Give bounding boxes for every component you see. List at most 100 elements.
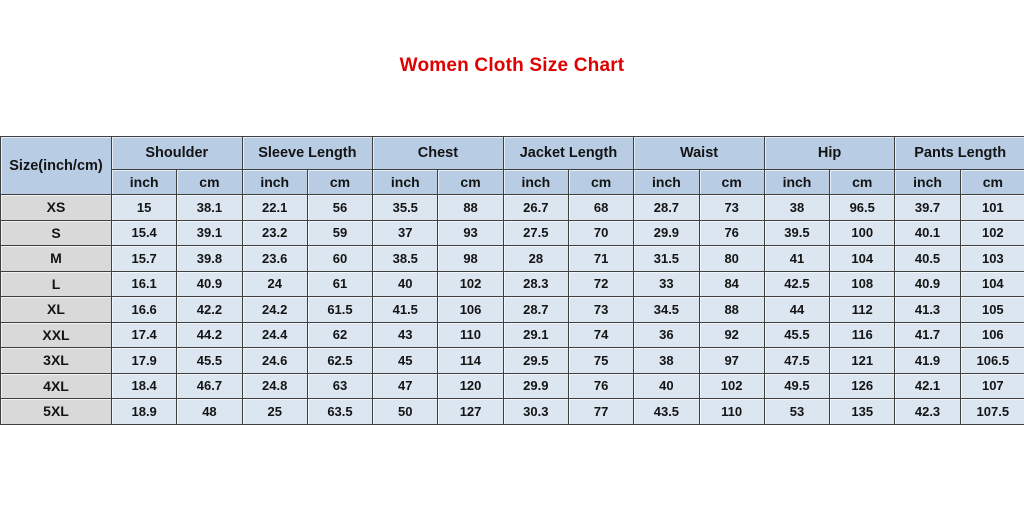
- value-cell: 103: [959, 245, 1024, 272]
- table-row-s: S 15.4 39.1 23.2 59 37 93 27.5 70 29.9 76 39.5 100 40…: [0, 219, 1024, 246]
- value-cell: 24.2: [241, 296, 308, 323]
- size-cell: 5XL: [0, 398, 112, 425]
- value-cell: 40: [633, 372, 700, 399]
- value-cell: 48: [176, 398, 243, 425]
- value-cell: 44: [763, 296, 831, 323]
- value-cell: 16.1: [110, 270, 178, 297]
- value-cell: 28.7: [633, 194, 700, 221]
- value-cell: 30.3: [502, 398, 569, 425]
- value-cell: 42.5: [763, 270, 831, 297]
- value-cell: 31.5: [633, 245, 700, 272]
- value-cell: 71: [567, 245, 635, 272]
- unit-header-cm: cm: [959, 169, 1024, 195]
- value-cell: 39.8: [176, 245, 243, 272]
- value-cell: 97: [698, 347, 765, 374]
- size-chart-table: Size(inch/cm) Shoulder Sleeve Length Chest…: [0, 136, 1024, 425]
- value-cell: 28: [502, 245, 569, 272]
- value-cell: 77: [567, 398, 635, 425]
- value-cell: 23.6: [241, 245, 308, 272]
- unit-header-cm: cm: [306, 169, 374, 195]
- table-header: Size(inch/cm) Shoulder Sleeve Length Chest…: [0, 136, 1024, 195]
- value-cell: 42.2: [176, 296, 243, 323]
- value-cell: 25: [241, 398, 308, 425]
- value-cell: 106: [959, 321, 1024, 348]
- value-cell: 43.5: [633, 398, 700, 425]
- value-cell: 60: [306, 245, 374, 272]
- value-cell: 50: [372, 398, 439, 425]
- value-cell: 24.8: [241, 372, 308, 399]
- value-cell: 39.1: [176, 219, 243, 246]
- unit-header-cm: cm: [567, 169, 635, 195]
- value-cell: 120: [437, 372, 504, 399]
- value-cell: 63: [306, 372, 374, 399]
- value-cell: 41.7: [894, 321, 961, 348]
- value-cell: 41.3: [894, 296, 961, 323]
- value-cell: 101: [959, 194, 1024, 221]
- value-cell: 41: [763, 245, 831, 272]
- value-cell: 39.7: [894, 194, 961, 221]
- value-cell: 47.5: [763, 347, 831, 374]
- group-header-chest: Chest: [372, 136, 504, 170]
- value-cell: 73: [567, 296, 635, 323]
- value-cell: 23.2: [241, 219, 308, 246]
- value-cell: 29.9: [633, 219, 700, 246]
- value-cell: 102: [437, 270, 504, 297]
- unit-header-inch: inch: [633, 169, 700, 195]
- value-cell: 22.1: [241, 194, 308, 221]
- value-cell: 107.5: [959, 398, 1024, 425]
- table-row-3xl: 3XL 17.9 45.5 24.6 62.5 45 114 29.5 75 38 97 47.5 12…: [0, 347, 1024, 374]
- value-cell: 53: [763, 398, 831, 425]
- value-cell: 45.5: [763, 321, 831, 348]
- value-cell: 76: [567, 372, 635, 399]
- value-cell: 27.5: [502, 219, 569, 246]
- value-cell: 72: [567, 270, 635, 297]
- table-row-l: L 16.1 40.9 24 61 40 102 28.3 72 33 84 42.5 108 40.9 1…: [0, 270, 1024, 297]
- corner-header: Size(inch/cm): [0, 136, 112, 195]
- value-cell: 18.4: [110, 372, 178, 399]
- value-cell: 80: [698, 245, 765, 272]
- value-cell: 18.9: [110, 398, 178, 425]
- size-cell: XL: [0, 296, 112, 323]
- value-cell: 40: [372, 270, 439, 297]
- size-cell: S: [0, 219, 112, 246]
- table-row-xl: XL 16.6 42.2 24.2 61.5 41.5 106 28.7 73 34.5 88 44 1…: [0, 296, 1024, 323]
- value-cell: 100: [829, 219, 896, 246]
- value-cell: 56: [306, 194, 374, 221]
- table-row-m: M 15.7 39.8 23.6 60 38.5 98 28 71 31.5 80 41 104 40.5…: [0, 245, 1024, 272]
- value-cell: 29.9: [502, 372, 569, 399]
- table-row-xxl: XXL 17.4 44.2 24.4 62 43 110 29.1 74 36 92 45.5 116 4…: [0, 321, 1024, 348]
- value-cell: 24.4: [241, 321, 308, 348]
- value-cell: 41.9: [894, 347, 961, 374]
- value-cell: 121: [829, 347, 896, 374]
- value-cell: 46.7: [176, 372, 243, 399]
- value-cell: 38: [633, 347, 700, 374]
- value-cell: 88: [698, 296, 765, 323]
- value-cell: 26.7: [502, 194, 569, 221]
- unit-header-inch: inch: [763, 169, 831, 195]
- size-cell: XS: [0, 194, 112, 221]
- unit-header-cm: cm: [698, 169, 765, 195]
- value-cell: 70: [567, 219, 635, 246]
- value-cell: 104: [959, 270, 1024, 297]
- size-cell: M: [0, 245, 112, 272]
- value-cell: 37: [372, 219, 439, 246]
- value-cell: 42.3: [894, 398, 961, 425]
- value-cell: 114: [437, 347, 504, 374]
- value-cell: 39.5: [763, 219, 831, 246]
- value-cell: 41.5: [372, 296, 439, 323]
- group-header-waist: Waist: [633, 136, 765, 170]
- value-cell: 84: [698, 270, 765, 297]
- group-header-pants-length: Pants Length: [894, 136, 1024, 170]
- value-cell: 106: [437, 296, 504, 323]
- unit-header-cm: cm: [829, 169, 896, 195]
- value-cell: 17.9: [110, 347, 178, 374]
- table-row-5xl: 5XL 18.9 48 25 63.5 50 127 30.3 77 43.5 110 53 135 42…: [0, 398, 1024, 425]
- value-cell: 42.1: [894, 372, 961, 399]
- value-cell: 63.5: [306, 398, 374, 425]
- value-cell: 93: [437, 219, 504, 246]
- unit-header-inch: inch: [241, 169, 308, 195]
- value-cell: 59: [306, 219, 374, 246]
- value-cell: 29.5: [502, 347, 569, 374]
- value-cell: 112: [829, 296, 896, 323]
